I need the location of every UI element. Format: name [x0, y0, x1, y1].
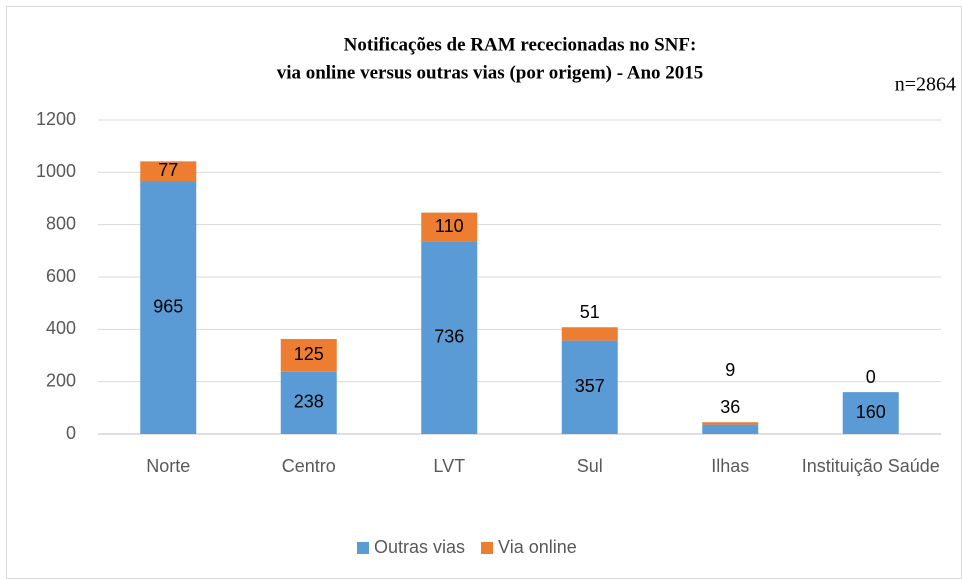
data-label: 965: [153, 296, 183, 316]
x-tick-label: LVT: [433, 456, 466, 476]
legend-swatch: [481, 542, 494, 554]
data-label: 357: [575, 376, 605, 396]
chart-title: Notificações de RAM rececionadas no SNF:: [344, 34, 697, 55]
legend-label: Outras vias: [374, 537, 465, 557]
data-label: 736: [434, 326, 464, 346]
legend-swatch: [357, 542, 369, 554]
data-label: 0: [866, 367, 876, 387]
bar-segment: [140, 161, 197, 182]
data-label: 9: [725, 360, 735, 380]
y-tick-label: 600: [46, 266, 76, 286]
bar-segment: [842, 392, 899, 434]
y-tick-label: 200: [46, 370, 76, 390]
bar-segment: [561, 327, 618, 341]
data-label: 77: [158, 160, 178, 180]
y-tick-label: 1000: [36, 161, 76, 181]
bar-segment: [702, 424, 759, 434]
x-tick-label: Instituição Saúde: [801, 456, 940, 476]
bar-segment: [702, 422, 759, 425]
data-label: 160: [856, 402, 886, 422]
data-label: 36: [720, 397, 740, 417]
data-label: 238: [294, 392, 324, 412]
bar-segment: [421, 241, 478, 434]
y-tick-label: 800: [46, 213, 76, 233]
y-tick-label: 400: [46, 318, 76, 338]
bar-segment: [140, 181, 197, 434]
legend-label: Via online: [498, 537, 577, 557]
bar-segment: [421, 212, 478, 242]
x-tick-label: Centro: [281, 456, 336, 476]
x-tick-label: Norte: [146, 456, 191, 476]
bar-segment: [280, 371, 337, 434]
data-label: 125: [294, 344, 324, 364]
y-tick-label: 1200: [36, 109, 76, 129]
data-label: 110: [435, 216, 464, 236]
annotation: n=2864: [895, 74, 956, 96]
y-tick-label: 0: [66, 423, 76, 443]
bar-segment: [561, 340, 618, 434]
x-tick-label: Sul: [576, 456, 603, 476]
data-label: 51: [580, 302, 600, 322]
bar-segment: [280, 339, 337, 372]
x-tick-label: Ilhas: [711, 456, 750, 476]
chart-title: via online versus outras vias (por orige…: [277, 62, 704, 83]
